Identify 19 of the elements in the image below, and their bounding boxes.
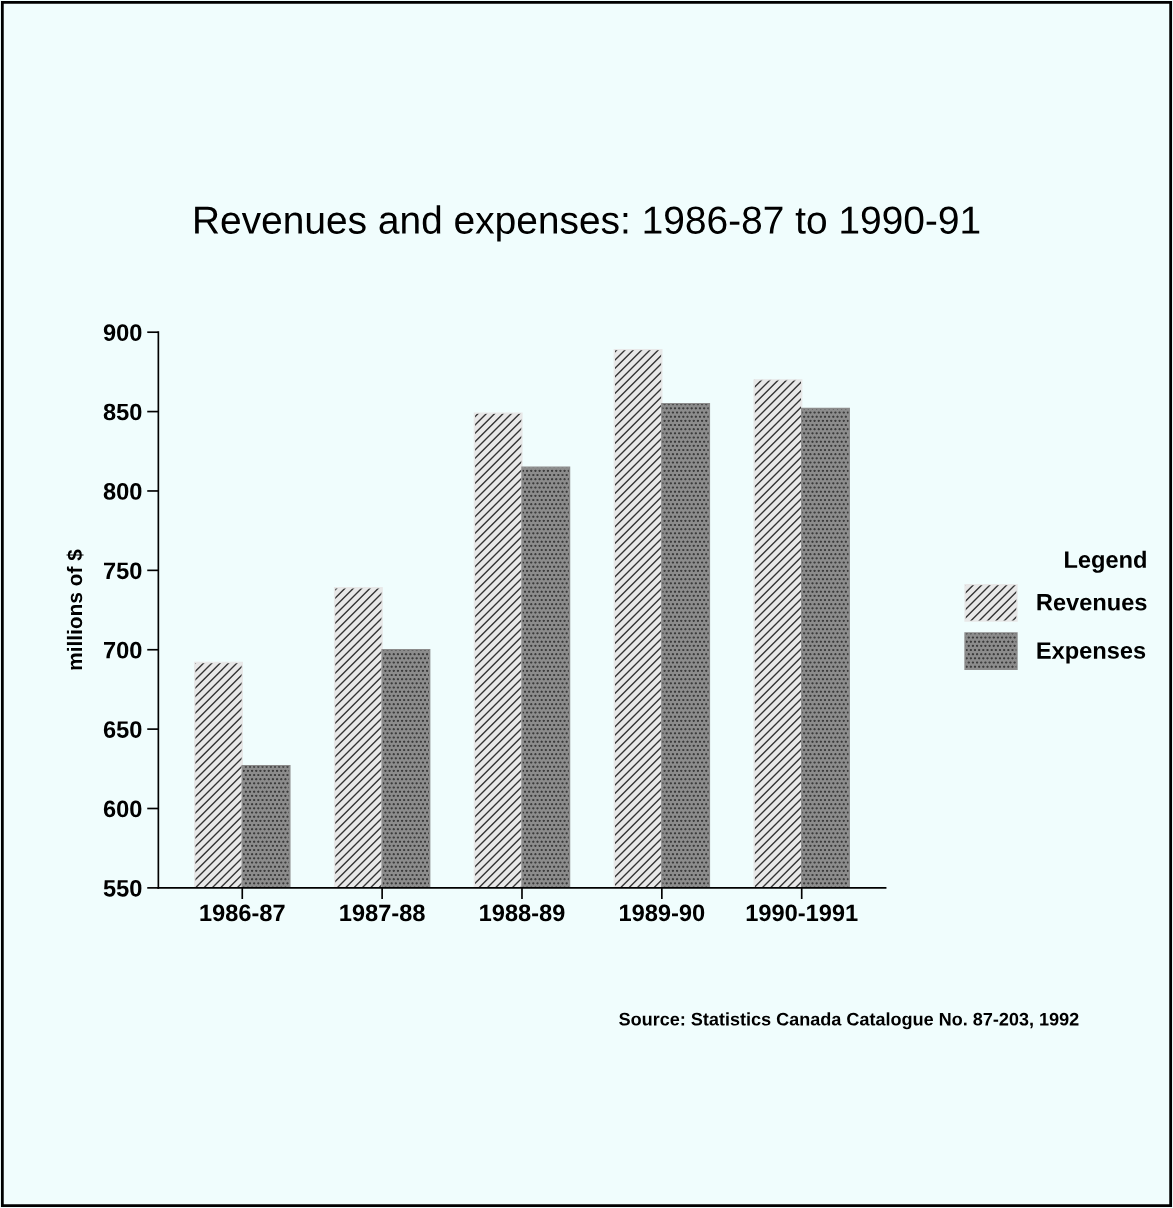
y-tick-label: 550	[103, 879, 142, 897]
x-tick-label: 1989-90	[620, 904, 705, 922]
chart-title: Revenues and expenses: 1986-87 to 1990-91	[195, 205, 980, 242]
x-tick-label: 1987-88	[340, 904, 425, 922]
y-tick-label: 600	[103, 800, 142, 818]
x-tick-label: 1990-1991	[746, 904, 858, 922]
legend-title: Legend	[1065, 550, 1146, 573]
legend-label: Revenues	[1037, 594, 1147, 611]
source-note: Source: Statistics Canada Catalogue No. 87-203, 1992	[619, 1012, 1079, 1030]
y-axis-title: millions of $	[66, 549, 84, 670]
x-tick-label: 1988-89	[480, 904, 565, 922]
y-tick-label: 650	[103, 721, 142, 738]
y-tick-label: 850	[103, 403, 142, 421]
y-tick-label: 750	[104, 562, 142, 580]
y-tick-label: 700	[104, 641, 142, 659]
y-tick-label: 800	[103, 483, 142, 500]
legend-label: Expenses	[1037, 642, 1146, 664]
y-tick-label: 900	[103, 324, 142, 341]
x-tick-label: 1986-87	[200, 904, 285, 922]
